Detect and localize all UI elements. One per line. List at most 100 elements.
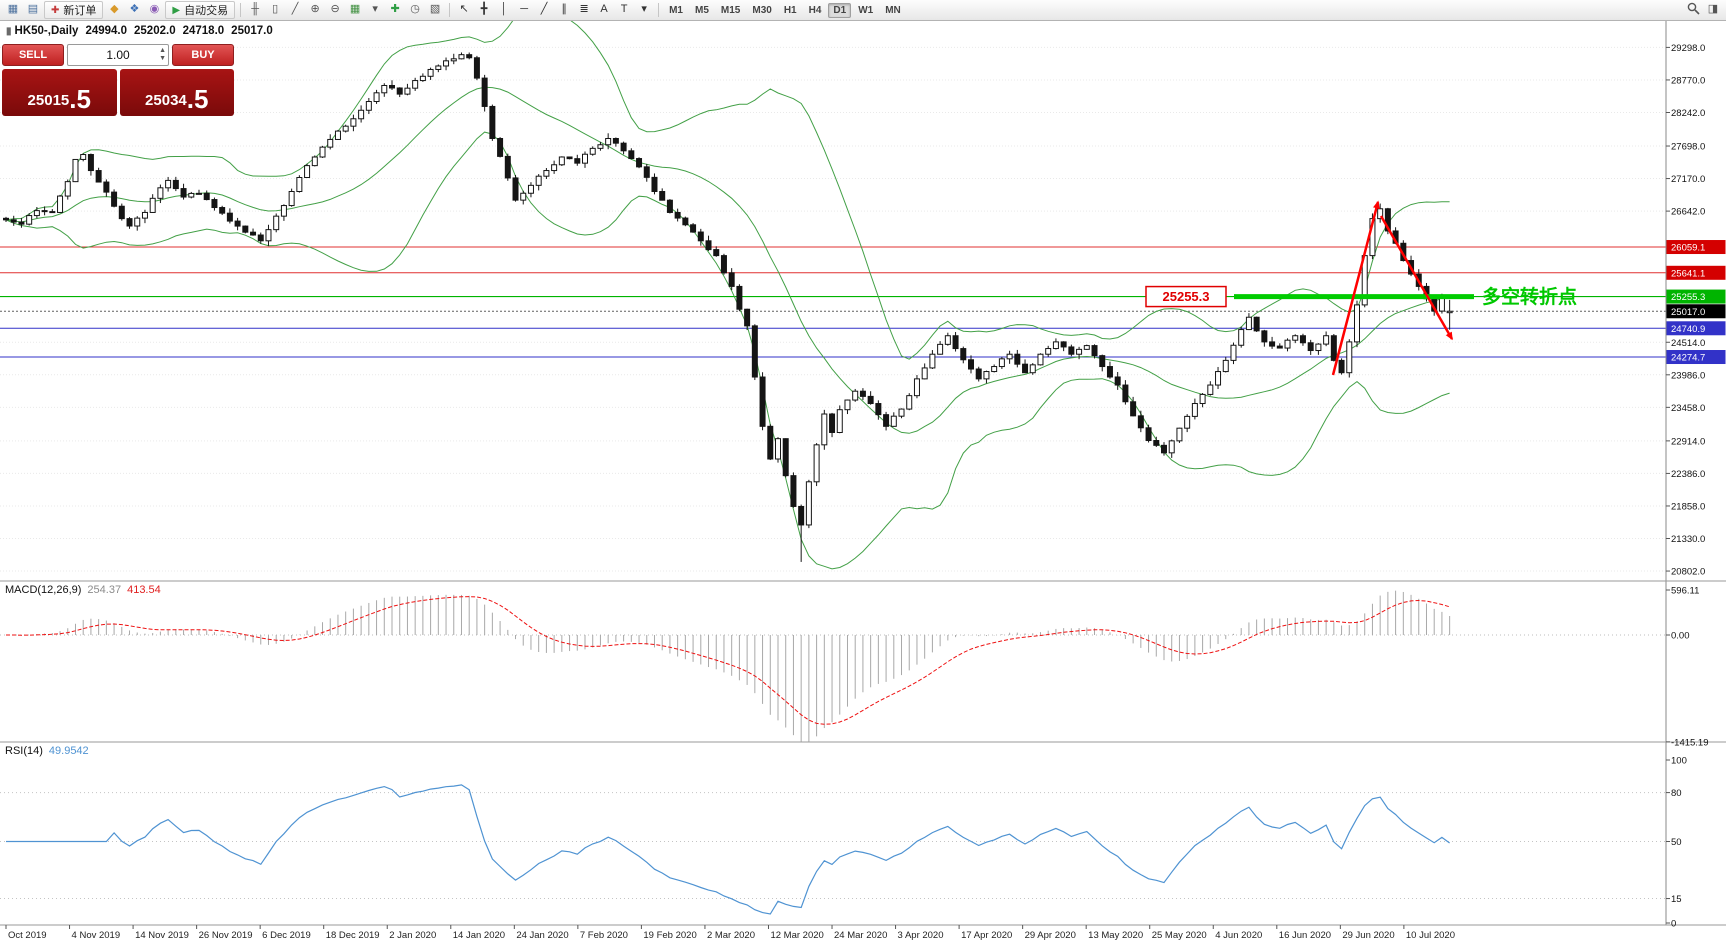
svg-text:12 Mar 2020: 12 Mar 2020 xyxy=(770,930,823,941)
horizontal-line-icon[interactable]: ─ xyxy=(520,3,528,15)
turning-point-note: 多空转折点 xyxy=(1482,285,1577,308)
dropdown-arrow-icon[interactable]: ▾ xyxy=(372,3,378,15)
volume-down-icon[interactable]: ▼ xyxy=(159,55,166,62)
market-watch-icon[interactable]: ◆ xyxy=(110,3,119,15)
ohlc-low: 24718.0 xyxy=(182,25,225,37)
svg-text:24 Jan 2020: 24 Jan 2020 xyxy=(516,930,568,941)
buy-button[interactable]: BUY xyxy=(172,44,234,66)
svg-text:17 Apr 2020: 17 Apr 2020 xyxy=(961,930,1012,941)
svg-text:7 Feb 2020: 7 Feb 2020 xyxy=(580,930,628,941)
svg-text:24740.9: 24740.9 xyxy=(1671,324,1705,335)
main-chart-plot xyxy=(0,21,1666,572)
window-panel-icon[interactable]: ◨ xyxy=(1707,3,1719,15)
toolbar-separator xyxy=(240,3,242,17)
timeframe-button-m30[interactable]: M30 xyxy=(752,4,772,16)
sell-price-panel[interactable]: 25015.5 xyxy=(2,69,117,116)
svg-text:20802.0: 20802.0 xyxy=(1671,567,1705,578)
volume-field[interactable]: 1.00 ▲ ▼ xyxy=(67,44,169,66)
volume-up-icon[interactable]: ▲ xyxy=(159,47,166,54)
chart-ohlc-header: ▮ HK50-,Daily 24994.0 25202.0 24718.0 25017.0 xyxy=(6,25,280,37)
zoom-out-icon[interactable]: ⊖ xyxy=(330,3,340,15)
support-price-tag[interactable] xyxy=(1145,285,1227,308)
ohlc-close: 25017.0 xyxy=(231,25,273,37)
toolbar-separator xyxy=(449,3,451,17)
price-axis[interactable]: 29298.0 28770.0 28242.0 27698.0 27170.0 26642… xyxy=(1666,43,1726,930)
svg-text:24274.7: 24274.7 xyxy=(1671,353,1705,364)
new-order-button-icon: ✚ xyxy=(51,4,60,16)
candle-chart-type-icon[interactable]: ▯ xyxy=(272,3,279,15)
price-tag-26059.1 xyxy=(1666,240,1726,255)
volume-stepper[interactable]: ▲ ▼ xyxy=(159,47,166,63)
autotrading-button[interactable]: ▶ 自动交易 xyxy=(165,1,236,19)
down-trend-arrow[interactable] xyxy=(1379,215,1454,341)
macd-plot xyxy=(0,590,1666,742)
svg-text:4 Nov 2019: 4 Nov 2019 xyxy=(72,930,121,941)
svg-text:22914.0: 22914.0 xyxy=(1671,436,1705,447)
cursor-icon[interactable]: ↖ xyxy=(459,3,469,15)
zoom-in-icon[interactable]: ⊕ xyxy=(310,3,320,15)
label-icon[interactable]: T xyxy=(620,3,628,15)
svg-text:26059.1: 26059.1 xyxy=(1671,243,1705,254)
buy-price-panel[interactable]: 25034.5 xyxy=(119,69,234,116)
sell-button[interactable]: SELL xyxy=(2,44,64,66)
channel-icon[interactable]: ∥ xyxy=(561,3,567,15)
indicators-icon[interactable]: ✚ xyxy=(390,3,400,15)
svg-text:25641.1: 25641.1 xyxy=(1671,268,1705,279)
price-tag-24740.9 xyxy=(1666,321,1726,336)
annotations[interactable]: 25255.3 多空转折点 xyxy=(1145,200,1577,376)
data-window-icon[interactable]: ❖ xyxy=(129,3,140,15)
support-price-tag-text: 25255.3 xyxy=(1163,289,1210,304)
horizontal-level-lines[interactable] xyxy=(0,246,1666,358)
svg-text:26642.0: 26642.0 xyxy=(1671,207,1705,218)
vertical-line-icon[interactable]: │ xyxy=(500,3,508,15)
new-chart-icon[interactable]: ▦ xyxy=(7,3,19,15)
ohlc-high: 25202.0 xyxy=(134,25,176,37)
timeframe-button-m1[interactable]: M1 xyxy=(669,4,683,16)
svg-text:25255.3: 25255.3 xyxy=(1671,292,1705,303)
chart-profiles-icon[interactable]: ▤ xyxy=(27,3,39,15)
toolbar-separator xyxy=(658,3,660,17)
svg-text:3 Apr 2020: 3 Apr 2020 xyxy=(898,930,944,941)
trendline-icon[interactable]: ╱ xyxy=(540,3,548,15)
search-icon[interactable] xyxy=(1684,2,1702,18)
shapes-icon[interactable]: ▾ xyxy=(641,3,647,15)
bar-chart-type-icon[interactable]: ╫ xyxy=(251,3,259,15)
price-tag-25255.3 xyxy=(1666,289,1726,304)
svg-text:21858.0: 21858.0 xyxy=(1671,501,1705,512)
timeframe-button-m15[interactable]: M15 xyxy=(720,4,741,16)
price-tag-25641.1 xyxy=(1666,265,1726,280)
svg-text:27170.0: 27170.0 xyxy=(1671,174,1705,185)
macd-name: MACD(12,26,9) xyxy=(5,584,82,596)
rsi-plot xyxy=(0,784,1666,915)
text-icon[interactable]: A xyxy=(600,3,608,15)
grid-icon[interactable]: ▦ xyxy=(349,3,361,15)
timeframe-button-h4[interactable]: H4 xyxy=(808,4,822,16)
new-order-button[interactable]: ✚ 新订单 xyxy=(44,1,104,19)
svg-text:13 May 2020: 13 May 2020 xyxy=(1088,930,1143,941)
date-axis[interactable]: Oct 2019 4 Nov 2019 14 Nov 2019 26 Nov 2019… xyxy=(5,925,1455,941)
up-trend-arrow[interactable] xyxy=(1331,200,1380,376)
timeframe-button-mn[interactable]: MN xyxy=(885,4,901,16)
fibonacci-icon[interactable]: ≣ xyxy=(579,3,589,15)
new-order-button-label: 新订单 xyxy=(63,5,97,17)
line-chart-type-icon[interactable]: ╱ xyxy=(291,3,299,15)
ohlc-open: 24994.0 xyxy=(85,25,128,37)
price-gridlines xyxy=(0,46,1666,572)
timeframe-button-h1[interactable]: H1 xyxy=(783,4,797,16)
navigator-icon[interactable]: ◉ xyxy=(149,3,160,15)
timeframe-button-w1[interactable]: W1 xyxy=(858,4,874,16)
timeframe-button-m5[interactable]: M5 xyxy=(695,4,709,16)
rsi-indicator-label: RSI(14) 49.9542 xyxy=(5,745,95,757)
svg-text:100: 100 xyxy=(1671,756,1687,767)
one-click-trading-widget: SELL 1.00 ▲ ▼ BUY 25015.5 25034.5 xyxy=(2,44,234,116)
periods-icon[interactable]: ◷ xyxy=(410,3,420,15)
svg-text:29298.0: 29298.0 xyxy=(1671,43,1705,54)
chart-canvas[interactable]: 25255.3 多空转折点 29298.0 28770.0 28242.0 27698.0… xyxy=(0,21,1726,947)
svg-text:22386.0: 22386.0 xyxy=(1671,469,1705,480)
svg-text:25017.0: 25017.0 xyxy=(1671,307,1705,318)
crosshair-icon[interactable]: ╋ xyxy=(480,3,488,15)
timeframe-button-d1[interactable]: D1 xyxy=(828,2,852,18)
svg-text:4 Jun 2020: 4 Jun 2020 xyxy=(1215,930,1262,941)
templates-icon[interactable]: ▧ xyxy=(429,3,441,15)
svg-text:29 Jun 2020: 29 Jun 2020 xyxy=(1342,930,1394,941)
